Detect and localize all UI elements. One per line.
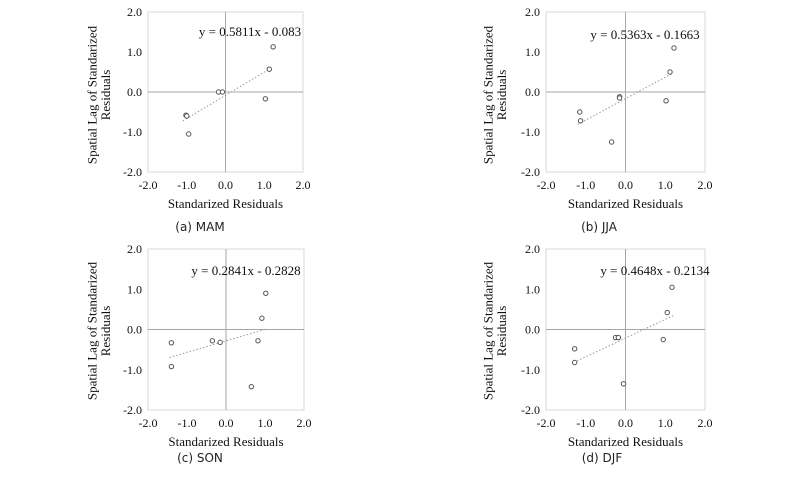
y-axis-label-line: Residuals: [98, 306, 113, 357]
trendline-equation: y = 0.4648x - 0.2134: [600, 263, 710, 278]
x-tick-label: -1.0: [177, 178, 196, 192]
x-tick-label: 1.0: [658, 178, 673, 192]
data-point: [168, 340, 175, 346]
data-point: [168, 363, 175, 370]
y-axis-label-line: Residuals: [494, 70, 509, 121]
panel-caption: (c) SON: [177, 451, 223, 465]
data-point: [262, 96, 269, 102]
x-tick-label: -1.0: [178, 416, 197, 430]
y-tick-label: -2.0: [123, 165, 142, 179]
y-tick-label: 0.0: [127, 323, 142, 337]
y-tick-label: 2.0: [127, 242, 142, 256]
trendline-equation: y = 0.2841x - 0.2828: [191, 263, 300, 278]
data-point: [616, 95, 623, 101]
data-point: [577, 118, 584, 124]
data-point: [667, 69, 673, 75]
y-tick-label: 1.0: [525, 45, 540, 59]
panel-caption: (d) DJF: [582, 451, 623, 465]
y-tick-label: -1.0: [123, 125, 142, 139]
x-tick-label: 0.0: [618, 178, 633, 192]
y-axis-label-line: Residuals: [98, 70, 113, 121]
x-axis-label: Standarized Residuals: [168, 196, 283, 211]
y-tick-label: 1.0: [127, 45, 142, 59]
x-tick-label: -1.0: [576, 178, 595, 192]
y-axis-label: Spatial Lag of StandarizedResiduals: [84, 25, 113, 164]
data-point: [217, 339, 223, 346]
data-point: [266, 66, 272, 72]
x-tick-label: -2.0: [139, 416, 158, 430]
y-axis-label-line: Spatial Lag of Standarized: [480, 25, 495, 164]
panel-caption: (a) MAM: [175, 220, 224, 234]
data-point: [663, 98, 669, 104]
x-tick-label: 2.0: [297, 416, 312, 430]
x-tick-label: 1.0: [257, 178, 272, 192]
y-tick-label: -2.0: [521, 165, 540, 179]
x-tick-label: 1.0: [658, 416, 673, 430]
x-axis-label: Standarized Residuals: [168, 434, 283, 449]
data-point: [219, 89, 226, 95]
trendline: [182, 66, 273, 122]
data-point: [270, 44, 276, 50]
y-axis-label: Spatial Lag of StandarizedResiduals: [480, 25, 509, 164]
trendline: [577, 72, 674, 125]
data-point: [184, 113, 190, 119]
y-tick-label: 0.0: [525, 85, 540, 99]
data-point: [259, 315, 265, 321]
y-axis-label-line: Spatial Lag of Standarized: [84, 25, 99, 164]
data-point: [608, 139, 615, 145]
x-tick-label: 0.0: [219, 416, 234, 430]
y-axis-label: Spatial Lag of StandarizedResiduals: [84, 261, 113, 400]
y-axis-label-line: Spatial Lag of Standarized: [84, 261, 99, 400]
data-point: [669, 284, 675, 290]
y-axis-label: Spatial Lag of StandarizedResiduals: [480, 261, 509, 400]
data-point: [209, 338, 216, 344]
y-tick-label: 1.0: [525, 282, 540, 296]
x-tick-label: 2.0: [296, 178, 311, 192]
panel-caption: (b) JJA: [581, 220, 618, 234]
y-tick-label: -2.0: [521, 403, 540, 417]
y-tick-label: 1.0: [127, 282, 142, 296]
y-tick-label: -2.0: [123, 403, 142, 417]
y-tick-label: -1.0: [521, 125, 540, 139]
data-point: [263, 290, 269, 296]
data-point: [671, 45, 677, 51]
trendline-equation: y = 0.5363x - 0.1663: [590, 27, 699, 42]
y-tick-label: 2.0: [525, 5, 540, 19]
y-tick-label: -1.0: [123, 363, 142, 377]
data-point: [620, 381, 627, 387]
x-tick-label: -2.0: [537, 178, 556, 192]
trendline: [169, 328, 268, 358]
y-axis-label-line: Spatial Lag of Standarized: [480, 261, 495, 400]
y-tick-label: 0.0: [525, 323, 540, 337]
x-tick-label: 0.0: [218, 178, 233, 192]
data-point: [660, 336, 666, 343]
x-tick-label: -2.0: [139, 178, 158, 192]
data-point: [248, 383, 255, 390]
data-point: [571, 359, 578, 366]
data-point: [615, 334, 622, 341]
x-tick-label: -2.0: [537, 416, 556, 430]
y-tick-label: 2.0: [525, 242, 540, 256]
y-tick-label: -1.0: [521, 363, 540, 377]
x-tick-label: 1.0: [258, 416, 273, 430]
x-tick-label: 2.0: [698, 416, 713, 430]
trendline-equation: y = 0.5811x - 0.083: [199, 24, 301, 39]
x-axis-label: Standarized Residuals: [568, 196, 683, 211]
data-point: [577, 109, 583, 115]
y-axis-label-line: Residuals: [494, 306, 509, 357]
x-tick-label: 0.0: [618, 416, 633, 430]
y-tick-label: 2.0: [127, 5, 142, 19]
trendline: [573, 315, 674, 363]
data-point: [185, 131, 192, 137]
x-tick-label: 2.0: [698, 178, 713, 192]
data-point: [571, 346, 578, 352]
data-point: [255, 338, 261, 344]
y-tick-label: 0.0: [127, 85, 142, 99]
data-point: [664, 309, 670, 316]
x-axis-label: Standarized Residuals: [568, 434, 683, 449]
x-tick-label: -1.0: [576, 416, 595, 430]
